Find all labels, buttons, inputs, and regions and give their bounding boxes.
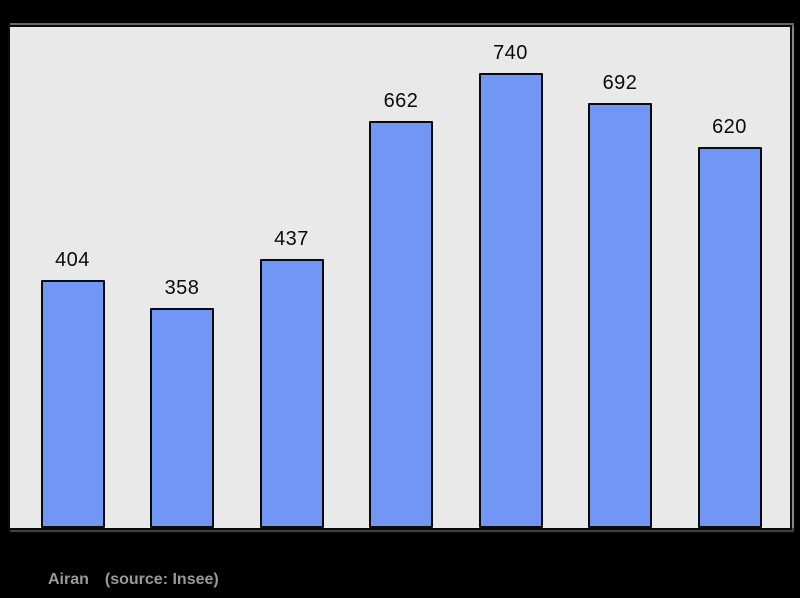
bar bbox=[697, 147, 762, 528]
bar-group: 662 bbox=[356, 90, 446, 528]
bar bbox=[369, 121, 433, 528]
bar-value-label: 404 bbox=[55, 249, 90, 271]
bar bbox=[588, 103, 652, 528]
bar-group: 692 bbox=[575, 72, 665, 528]
bar-value-label: 692 bbox=[602, 72, 638, 94]
caption-source: (source: Insee) bbox=[104, 571, 219, 588]
bars-container: 404 358 437 662 740 692 620 bbox=[10, 27, 790, 528]
bar-group: 404 bbox=[28, 249, 118, 528]
bar-group: 740 bbox=[466, 42, 556, 528]
caption-commune: Airan bbox=[48, 571, 89, 588]
bar-group: 358 bbox=[137, 277, 227, 528]
bar bbox=[259, 259, 324, 528]
bar-value-label: 662 bbox=[383, 90, 419, 112]
bar-value-label: 358 bbox=[164, 277, 200, 299]
chart-caption: Airan (source: Insee) bbox=[48, 571, 219, 589]
bar bbox=[478, 73, 543, 528]
bar-group: 437 bbox=[247, 228, 337, 528]
plot-area: 404 358 437 662 740 692 620 bbox=[8, 25, 792, 530]
bar-group: 620 bbox=[685, 116, 775, 528]
bar-value-label: 740 bbox=[493, 42, 528, 64]
bar-value-label: 620 bbox=[712, 116, 747, 138]
bar-value-label: 437 bbox=[274, 228, 309, 250]
bar bbox=[150, 308, 214, 528]
bar bbox=[40, 280, 105, 528]
